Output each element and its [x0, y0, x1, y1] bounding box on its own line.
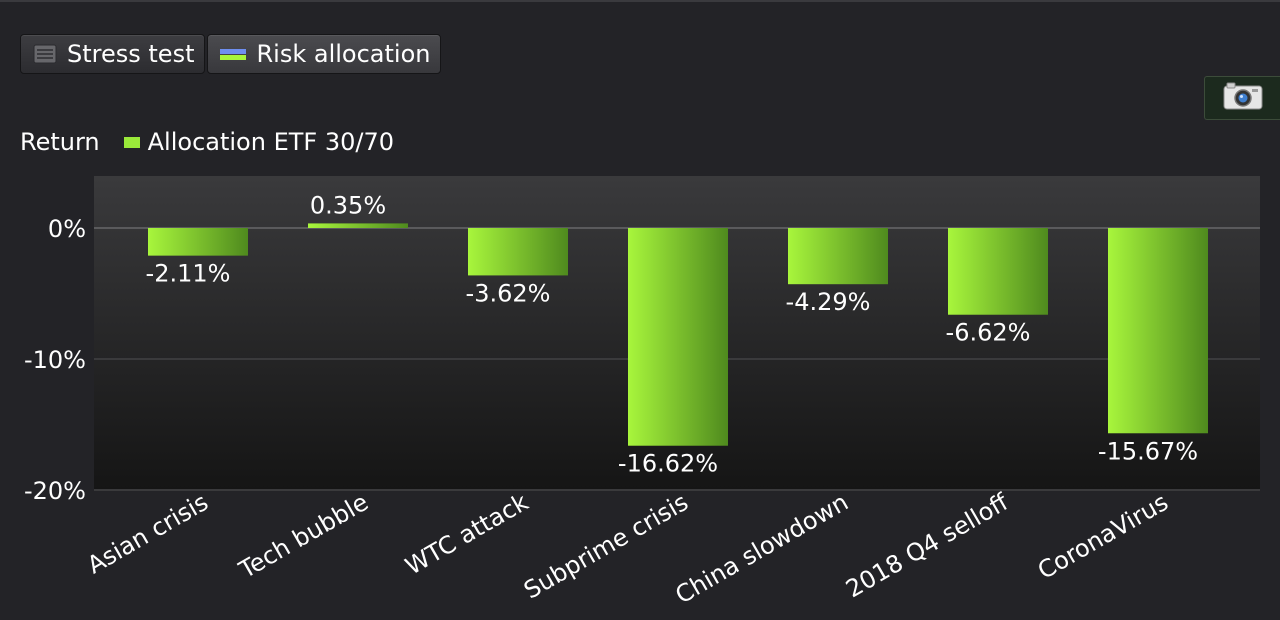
- top-border: [0, 0, 1280, 2]
- data-label: -16.62%: [618, 450, 718, 478]
- bar: [628, 228, 728, 446]
- tab-risk-allocation[interactable]: Risk allocation: [207, 34, 442, 74]
- data-label: -3.62%: [466, 279, 551, 307]
- snapshot-button[interactable]: [1204, 76, 1280, 120]
- bar: [468, 228, 568, 276]
- bar: [948, 228, 1048, 315]
- x-tick-label: China slowdown: [671, 488, 853, 609]
- tab-label: Risk allocation: [256, 40, 431, 68]
- data-label: -4.29%: [786, 288, 871, 316]
- data-label: -2.11%: [146, 260, 231, 288]
- x-tick-label: Subprime crisis: [519, 488, 693, 605]
- y-tick-label: 0%: [48, 215, 86, 243]
- x-tick-label: CoronaVirus: [1033, 488, 1173, 585]
- y-tick-label: -20%: [24, 477, 86, 505]
- y-tick-label: -10%: [24, 346, 86, 374]
- table-icon: [33, 44, 57, 64]
- legend-series-label: Allocation ETF 30/70: [147, 128, 395, 156]
- x-tick-label: Tech bubble: [234, 488, 373, 585]
- x-tick-label: WTC attack: [401, 488, 533, 581]
- data-label: 0.35%: [310, 191, 386, 219]
- bar: [788, 228, 888, 285]
- bar: [1108, 228, 1208, 434]
- camera-icon: [1223, 82, 1263, 114]
- data-label: -6.62%: [946, 319, 1031, 347]
- x-tick-label: 2018 Q4 selloff: [841, 488, 1013, 604]
- y-axis-title: Return: [20, 128, 100, 156]
- view-tabs: Stress test Risk allocation: [20, 34, 442, 74]
- bar-legend-icon: [220, 47, 247, 61]
- bar: [148, 228, 248, 256]
- data-label: -15.67%: [1098, 437, 1198, 465]
- tab-stress-test[interactable]: Stress test: [20, 34, 206, 74]
- x-tick-label: Asian crisis: [82, 488, 213, 580]
- bar: [308, 223, 408, 228]
- chart-legend: Return Allocation ETF 30/70: [20, 128, 394, 156]
- legend-swatch: [123, 136, 140, 148]
- tab-label: Stress test: [67, 40, 195, 68]
